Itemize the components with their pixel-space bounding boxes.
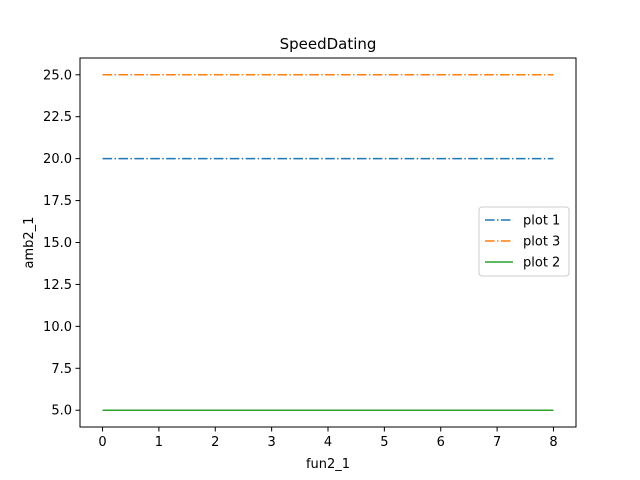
y-tick-label: 25.0 (43, 68, 72, 83)
legend-label: plot 2 (523, 256, 560, 271)
y-tick-label: 22.5 (43, 110, 72, 125)
y-tick-label: 7.5 (51, 362, 72, 377)
x-tick-label: 1 (155, 435, 163, 450)
chart-title: SpeedDating (280, 35, 377, 53)
y-tick-label: 5.0 (51, 404, 72, 419)
y-tick-label: 17.5 (43, 194, 72, 209)
y-tick-label: 15.0 (43, 236, 72, 251)
x-tick-label: 0 (98, 435, 106, 450)
legend: plot 1 plot 3 plot 2 (478, 206, 570, 277)
x-tick-label: 8 (549, 435, 557, 450)
x-tick-label: 2 (211, 435, 219, 450)
legend-box (478, 206, 570, 277)
y-tick-label: 12.5 (43, 278, 72, 293)
x-tick-label: 5 (380, 435, 388, 450)
legend-label: plot 3 (523, 235, 560, 250)
y-axis: 5.0 7.5 10.0 12.5 15.0 17.5 20.0 22.5 25.0 (43, 68, 80, 419)
y-tick-label: 10.0 (43, 320, 72, 335)
x-tick-label: 4 (324, 435, 332, 450)
x-tick-label: 7 (493, 435, 501, 450)
x-axis: 0 1 2 3 4 5 6 7 8 (98, 427, 558, 450)
series-layer (102, 74, 554, 411)
y-tick-label: 20.0 (43, 152, 72, 167)
y-axis-label: amb2_1 (22, 217, 37, 269)
x-axis-label: fun2_1 (306, 457, 350, 472)
legend-label: plot 1 (523, 214, 560, 229)
x-tick-label: 6 (437, 435, 445, 450)
x-tick-label: 3 (267, 435, 275, 450)
